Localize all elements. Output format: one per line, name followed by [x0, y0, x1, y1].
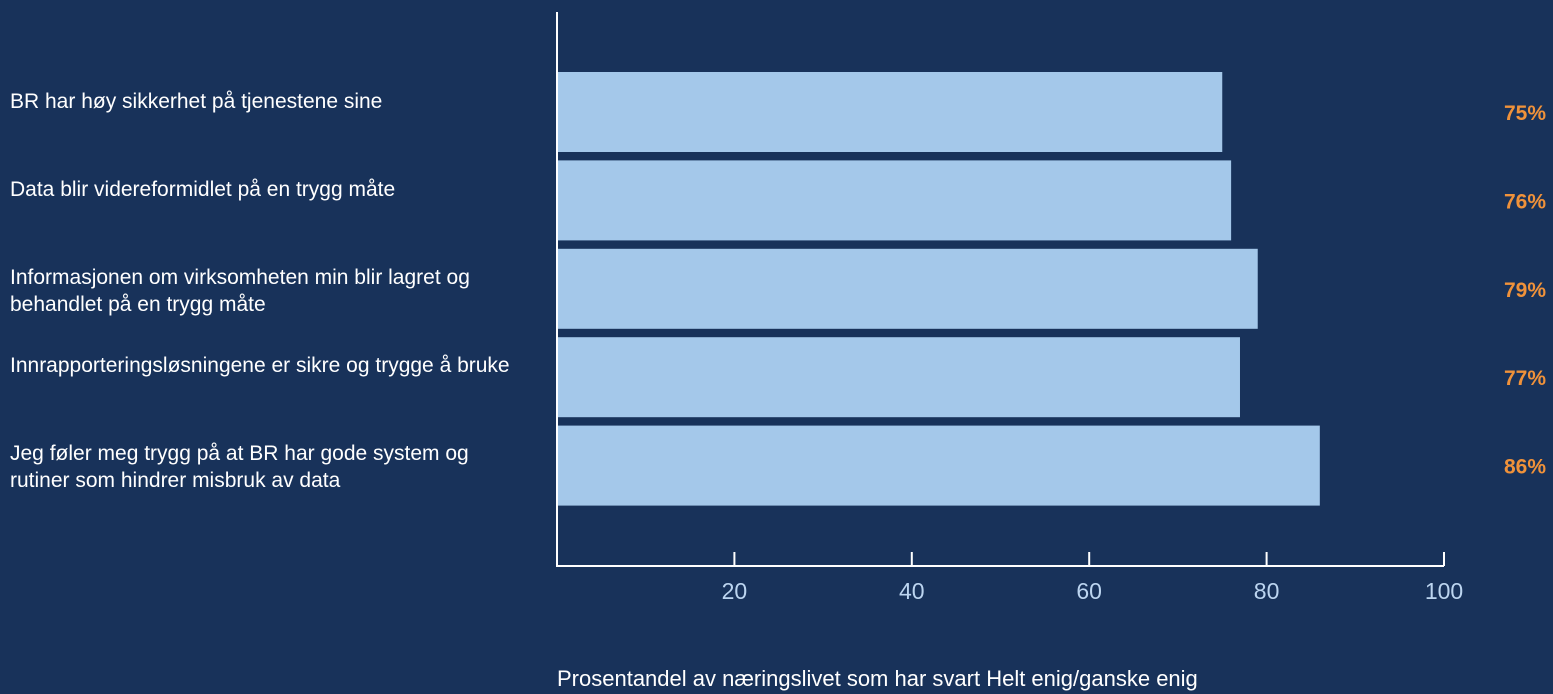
value-label: 76% [1504, 190, 1546, 213]
bar [557, 248, 1258, 329]
value-label: 79% [1504, 279, 1546, 302]
category-label: Innrapporteringsløsningene er sikre og t… [10, 354, 510, 377]
category-label: Jeg føler meg trygg på at BR har gode sy… [10, 442, 469, 492]
x-tick-label: 80 [1254, 578, 1280, 604]
bar [557, 72, 1223, 152]
x-tick-label: 100 [1425, 578, 1463, 604]
category-label: Data blir videreformidlet på en trygg må… [10, 178, 396, 201]
value-label: 75% [1504, 102, 1546, 125]
x-tick-label: 20 [722, 578, 748, 604]
category-label: Informasjonen om virksomheten min blir l… [10, 266, 470, 316]
bar [557, 425, 1320, 506]
bar [557, 337, 1240, 418]
x-axis-title: Prosentandel av næringslivet som har sva… [557, 666, 1198, 691]
bar [557, 160, 1232, 241]
value-label: 86% [1504, 456, 1546, 479]
value-label: 77% [1504, 367, 1546, 390]
x-tick-label: 40 [899, 578, 925, 604]
category-label: BR har høy sikkerhet på tjenestene sine [10, 90, 383, 113]
x-tick-label: 60 [1076, 578, 1102, 604]
